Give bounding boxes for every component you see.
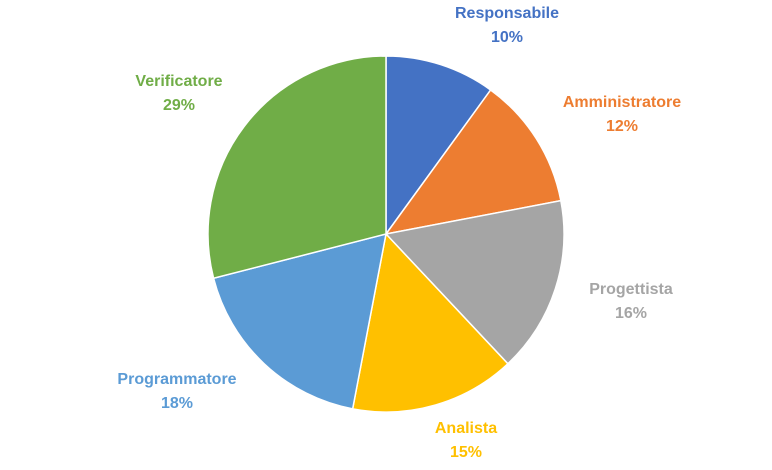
- slice-category-label: Verificatore: [135, 73, 222, 90]
- slice-category-label: Responsabile: [455, 5, 559, 22]
- slice-category-label: Progettista: [589, 281, 673, 298]
- slice-label-programmatore: Programmatore 18%: [117, 371, 236, 412]
- slice-label-analista: Analista 15%: [435, 420, 497, 461]
- pie-slice-responsabile: [385, 55, 492, 237]
- slice-value-label: 29%: [163, 97, 195, 114]
- pie-slice-analista: [351, 232, 509, 413]
- slice-value-label: 10%: [491, 29, 523, 46]
- pie-slice-programmatore: [212, 232, 387, 410]
- slice-value-label: 16%: [615, 305, 647, 322]
- pie-slices: [207, 55, 565, 413]
- slice-category-label: Analista: [435, 420, 497, 437]
- pie-slice-progettista: [384, 199, 565, 365]
- slice-label-responsabile: Responsabile 10%: [455, 5, 559, 46]
- pie-labels: Responsabile 10% Amministratore 12% Progetti…: [117, 5, 681, 461]
- slice-value-label: 15%: [450, 444, 482, 461]
- slice-category-label: Amministratore: [563, 94, 681, 111]
- slice-label-progettista: Progettista 16%: [589, 281, 673, 322]
- slice-value-label: 12%: [606, 118, 638, 135]
- slice-category-label: Programmatore: [117, 371, 236, 388]
- pie-slice-amministratore: [384, 88, 562, 236]
- pie-slice-verificatore: [207, 55, 387, 280]
- slice-label-verificatore: Verificatore 29%: [135, 73, 222, 114]
- slice-label-amministratore: Amministratore 12%: [563, 94, 681, 135]
- slice-value-label: 18%: [161, 395, 193, 412]
